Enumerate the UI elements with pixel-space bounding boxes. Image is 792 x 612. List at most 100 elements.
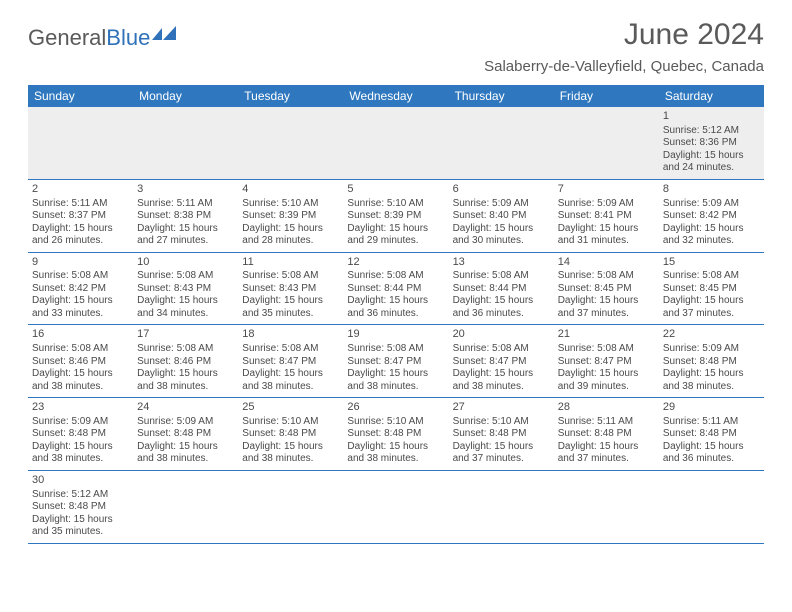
day-number: 19 (347, 328, 444, 342)
daylight-text: and 34 minutes. (137, 308, 234, 321)
daylight-text: and 38 minutes. (663, 381, 760, 394)
daylight-text: Daylight: 15 hours (242, 295, 339, 308)
daylight-text: Daylight: 15 hours (242, 441, 339, 454)
day-number: 10 (137, 256, 234, 270)
daylight-text: Daylight: 15 hours (347, 223, 444, 236)
daylight-text: Daylight: 15 hours (32, 368, 129, 381)
sunrise-text: Sunrise: 5:12 AM (32, 489, 129, 502)
sunset-text: Sunset: 8:45 PM (663, 283, 760, 296)
day-cell: 29Sunrise: 5:11 AMSunset: 8:48 PMDayligh… (659, 398, 764, 470)
day-number: 20 (453, 328, 550, 342)
daylight-text: and 38 minutes. (242, 381, 339, 394)
empty-cell (554, 107, 659, 179)
location-subtitle: Salaberry-de-Valleyfield, Quebec, Canada (484, 58, 764, 75)
day-cell: 3Sunrise: 5:11 AMSunset: 8:38 PMDaylight… (133, 180, 238, 252)
calendar-page: GeneralBlue June 2024 Salaberry-de-Valle… (0, 0, 792, 544)
sunset-text: Sunset: 8:46 PM (32, 356, 129, 369)
daylight-text: Daylight: 15 hours (558, 295, 655, 308)
day-number: 13 (453, 256, 550, 270)
week-row: 16Sunrise: 5:08 AMSunset: 8:46 PMDayligh… (28, 325, 764, 398)
daylight-text: and 39 minutes. (558, 381, 655, 394)
daylight-text: Daylight: 15 hours (32, 223, 129, 236)
day-number: 25 (242, 401, 339, 415)
daylight-text: and 30 minutes. (453, 235, 550, 248)
daylight-text: Daylight: 15 hours (663, 223, 760, 236)
day-number: 8 (663, 183, 760, 197)
daylight-text: and 26 minutes. (32, 235, 129, 248)
daylight-text: and 38 minutes. (242, 453, 339, 466)
day-cell: 25Sunrise: 5:10 AMSunset: 8:48 PMDayligh… (238, 398, 343, 470)
sunrise-text: Sunrise: 5:09 AM (137, 416, 234, 429)
day-number: 9 (32, 256, 129, 270)
sunrise-text: Sunrise: 5:11 AM (32, 198, 129, 211)
day-number: 11 (242, 256, 339, 270)
sunset-text: Sunset: 8:39 PM (347, 210, 444, 223)
day-cell: 20Sunrise: 5:08 AMSunset: 8:47 PMDayligh… (449, 325, 554, 397)
day-cell: 15Sunrise: 5:08 AMSunset: 8:45 PMDayligh… (659, 253, 764, 325)
day-cell: 9Sunrise: 5:08 AMSunset: 8:42 PMDaylight… (28, 253, 133, 325)
empty-cell (238, 107, 343, 179)
daylight-text: Daylight: 15 hours (347, 295, 444, 308)
sunrise-text: Sunrise: 5:08 AM (558, 343, 655, 356)
sunset-text: Sunset: 8:46 PM (137, 356, 234, 369)
day-cell: 6Sunrise: 5:09 AMSunset: 8:40 PMDaylight… (449, 180, 554, 252)
daylight-text: and 36 minutes. (453, 308, 550, 321)
day-number: 4 (242, 183, 339, 197)
empty-cell (133, 471, 238, 543)
day-cell: 18Sunrise: 5:08 AMSunset: 8:47 PMDayligh… (238, 325, 343, 397)
weekday-header: Monday (133, 85, 238, 107)
month-title: June 2024 (484, 18, 764, 52)
daylight-text: Daylight: 15 hours (558, 441, 655, 454)
sunrise-text: Sunrise: 5:09 AM (32, 416, 129, 429)
daylight-text: and 37 minutes. (558, 308, 655, 321)
brand-part1: General (28, 25, 106, 51)
sunrise-text: Sunrise: 5:09 AM (453, 198, 550, 211)
weekday-header: Saturday (659, 85, 764, 107)
weekday-header: Friday (554, 85, 659, 107)
daylight-text: Daylight: 15 hours (453, 441, 550, 454)
daylight-text: Daylight: 15 hours (242, 223, 339, 236)
daylight-text: Daylight: 15 hours (453, 295, 550, 308)
empty-cell (28, 107, 133, 179)
sunset-text: Sunset: 8:47 PM (558, 356, 655, 369)
week-row: 23Sunrise: 5:09 AMSunset: 8:48 PMDayligh… (28, 398, 764, 471)
day-number: 29 (663, 401, 760, 415)
weekday-header-row: SundayMondayTuesdayWednesdayThursdayFrid… (28, 85, 764, 107)
daylight-text: and 28 minutes. (242, 235, 339, 248)
day-cell: 2Sunrise: 5:11 AMSunset: 8:37 PMDaylight… (28, 180, 133, 252)
day-cell: 26Sunrise: 5:10 AMSunset: 8:48 PMDayligh… (343, 398, 448, 470)
sunrise-text: Sunrise: 5:08 AM (453, 343, 550, 356)
daylight-text: and 37 minutes. (558, 453, 655, 466)
daylight-text: and 38 minutes. (137, 453, 234, 466)
flag-icon (152, 24, 178, 50)
sunrise-text: Sunrise: 5:08 AM (32, 343, 129, 356)
day-number: 2 (32, 183, 129, 197)
daylight-text: Daylight: 15 hours (137, 368, 234, 381)
sunset-text: Sunset: 8:48 PM (242, 428, 339, 441)
day-number: 6 (453, 183, 550, 197)
day-cell: 4Sunrise: 5:10 AMSunset: 8:39 PMDaylight… (238, 180, 343, 252)
sunset-text: Sunset: 8:47 PM (347, 356, 444, 369)
sunrise-text: Sunrise: 5:10 AM (347, 416, 444, 429)
brand-part2: Blue (106, 25, 150, 51)
day-cell: 1Sunrise: 5:12 AMSunset: 8:36 PMDaylight… (659, 107, 764, 179)
day-number: 26 (347, 401, 444, 415)
weekday-header: Thursday (449, 85, 554, 107)
sunset-text: Sunset: 8:43 PM (242, 283, 339, 296)
day-cell: 14Sunrise: 5:08 AMSunset: 8:45 PMDayligh… (554, 253, 659, 325)
sunrise-text: Sunrise: 5:10 AM (347, 198, 444, 211)
sunrise-text: Sunrise: 5:08 AM (242, 343, 339, 356)
sunset-text: Sunset: 8:42 PM (32, 283, 129, 296)
sunrise-text: Sunrise: 5:10 AM (242, 198, 339, 211)
day-number: 24 (137, 401, 234, 415)
daylight-text: and 36 minutes. (347, 308, 444, 321)
day-number: 1 (663, 110, 760, 124)
weeks-container: 1Sunrise: 5:12 AMSunset: 8:36 PMDaylight… (28, 107, 764, 544)
day-cell: 8Sunrise: 5:09 AMSunset: 8:42 PMDaylight… (659, 180, 764, 252)
daylight-text: and 38 minutes. (453, 381, 550, 394)
daylight-text: and 35 minutes. (242, 308, 339, 321)
daylight-text: and 37 minutes. (663, 308, 760, 321)
day-number: 21 (558, 328, 655, 342)
daylight-text: and 38 minutes. (137, 381, 234, 394)
sunrise-text: Sunrise: 5:08 AM (137, 343, 234, 356)
